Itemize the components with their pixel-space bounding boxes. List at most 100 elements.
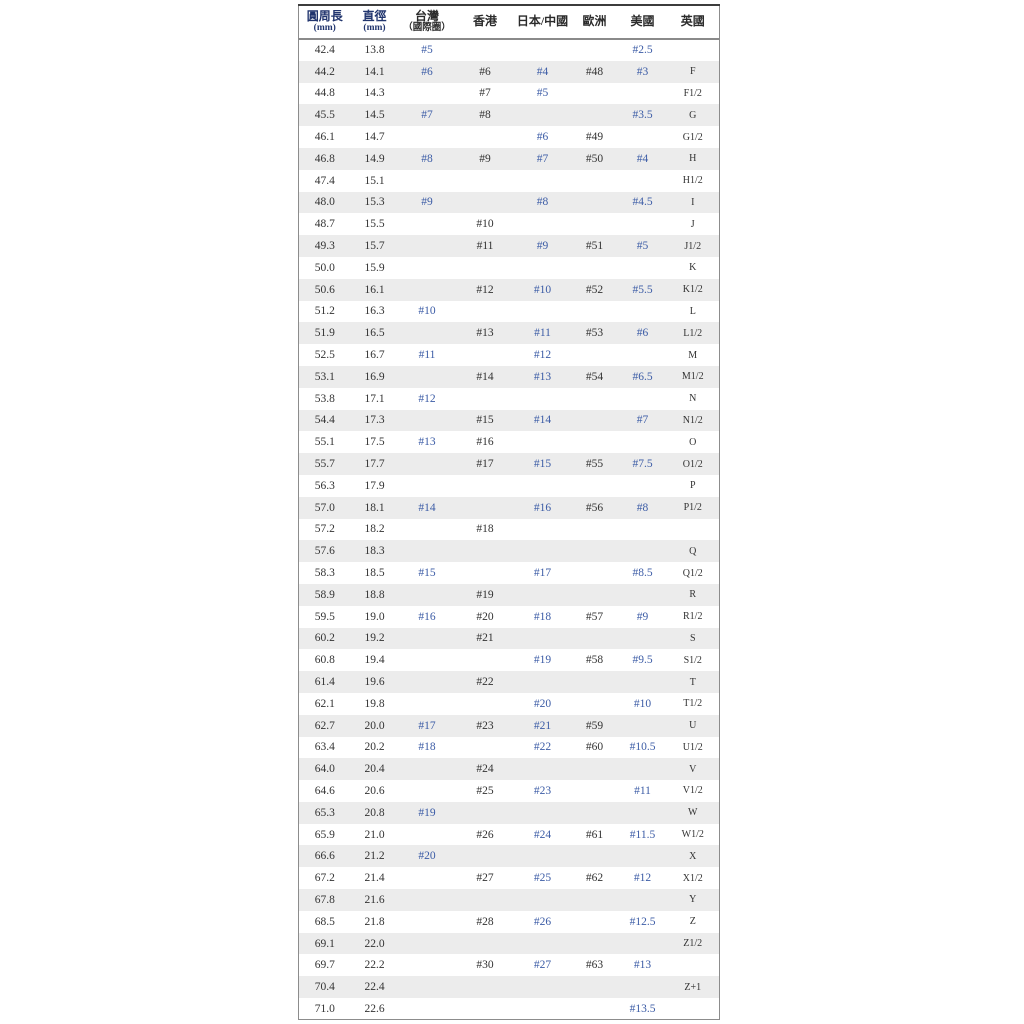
cell-uk: N1/2	[682, 414, 703, 426]
cell-europe	[571, 780, 619, 802]
cell-hongkong	[456, 301, 515, 323]
column-header-label: 圓周長	[306, 9, 343, 24]
cell-diameter: 20.0	[364, 719, 385, 732]
table-row: 68.5 21.8 #28 #26 #12.5 Z	[298, 910, 720, 933]
cell-europe: #60	[585, 741, 604, 754]
cell-japan-china	[515, 802, 571, 824]
cell-europe: #57	[585, 610, 604, 623]
cell-usa	[619, 126, 667, 148]
cell-diameter: 21.0	[364, 828, 385, 841]
cell-japan-china: #21	[533, 719, 552, 732]
column-header-label: 歐洲	[582, 14, 607, 29]
cell-circumference: 69.1	[314, 937, 335, 950]
cell-uk: H1/2	[682, 175, 703, 187]
cell-circumference: 56.3	[314, 479, 335, 492]
cell-circumference: 49.3	[314, 240, 335, 253]
cell-diameter: 19.2	[364, 632, 385, 645]
cell-diameter: 18.5	[364, 567, 385, 580]
cell-japan-china: #19	[533, 654, 552, 667]
cell-europe	[571, 998, 619, 1020]
cell-taiwan	[399, 257, 456, 279]
cell-diameter: 14.7	[364, 131, 385, 144]
table-row: 55.7 17.7 #17 #15 #55 #7.5 O1/2	[298, 453, 720, 475]
cell-circumference: 67.2	[314, 872, 335, 885]
cell-hongkong	[456, 170, 515, 192]
cell-usa: #12	[633, 872, 652, 885]
cell-europe: #56	[585, 501, 604, 514]
table-row: 57.0 18.1 #14 #16 #56 #8 P1/2	[298, 496, 720, 519]
cell-usa: #5.5	[632, 283, 653, 296]
cell-taiwan: #16	[418, 610, 436, 623]
cell-taiwan	[399, 758, 456, 780]
cell-hongkong: #25	[476, 784, 494, 797]
cell-japan-china	[515, 758, 571, 780]
cell-japan-china	[515, 628, 571, 650]
cell-taiwan	[399, 519, 456, 541]
table-row: 54.4 17.3 #15 #14 #7 N1/2	[298, 409, 720, 432]
table-row: 59.5 19.0 #16 #20 #18 #57 #9 R1/2	[298, 605, 720, 628]
cell-hongkong	[456, 976, 515, 998]
table-row: 50.6 16.1 #12 #10 #52 #5.5 K1/2	[298, 278, 720, 301]
cell-hongkong: #11	[476, 240, 494, 253]
cell-diameter: 15.1	[364, 174, 385, 187]
cell-taiwan	[399, 649, 456, 671]
cell-uk: R1/2	[683, 611, 703, 623]
cell-japan-china: #7	[536, 152, 549, 165]
cell-diameter: 20.4	[364, 763, 385, 776]
cell-uk: Q	[689, 545, 697, 557]
column-header-label: 美國	[630, 14, 655, 29]
cell-usa: #6.5	[632, 370, 653, 383]
cell-diameter: 14.9	[364, 152, 385, 165]
cell-usa	[619, 213, 667, 235]
cell-taiwan	[399, 235, 456, 257]
cell-hongkong: #22	[476, 676, 494, 688]
cell-usa	[619, 889, 667, 911]
cell-taiwan: #6	[421, 65, 433, 78]
cell-europe: #50	[585, 152, 604, 165]
cell-circumference: 53.8	[314, 392, 335, 405]
table-row: 65.9 21.0 #26 #24 #61 #11.5 W1/2	[298, 823, 720, 846]
cell-diameter: 18.8	[364, 588, 385, 601]
cell-uk: L1/2	[683, 327, 703, 339]
cell-hongkong	[456, 933, 515, 955]
cell-europe: #53	[585, 327, 604, 340]
table-row: 65.3 20.8 #19 W	[298, 801, 720, 824]
cell-japan-china: #16	[533, 501, 552, 514]
cell-hongkong	[456, 126, 515, 148]
cell-japan-china: #12	[533, 349, 552, 362]
cell-diameter: 17.1	[364, 392, 385, 405]
cell-diameter: 22.0	[364, 937, 385, 950]
cell-diameter: 19.0	[364, 610, 385, 623]
cell-japan-china: #26	[533, 915, 552, 928]
cell-europe	[571, 889, 619, 911]
cell-usa	[619, 301, 667, 323]
cell-hongkong: #10	[476, 218, 494, 231]
cell-hongkong	[456, 737, 515, 759]
cell-usa: #4	[636, 152, 649, 165]
table-row: 51.2 16.3 #10 L	[298, 300, 720, 323]
cell-europe: #51	[585, 240, 604, 253]
cell-usa	[619, 519, 667, 541]
cell-uk: T1/2	[683, 698, 703, 710]
cell-europe	[571, 911, 619, 933]
cell-europe: #58	[585, 654, 604, 667]
cell-europe	[571, 170, 619, 192]
cell-hongkong	[456, 693, 515, 715]
cell-hongkong: #7	[479, 87, 491, 100]
cell-hongkong: #30	[476, 959, 494, 972]
cell-europe	[571, 431, 619, 453]
cell-uk: P1/2	[683, 502, 702, 514]
column-header-uk: 英國	[666, 5, 720, 40]
cell-uk: U1/2	[682, 741, 703, 753]
cell-usa: #3	[636, 65, 649, 78]
cell-uk: S1/2	[683, 654, 702, 666]
cell-diameter: 18.2	[364, 523, 385, 536]
cell-diameter: 16.1	[364, 283, 385, 296]
cell-diameter: 21.8	[364, 915, 385, 928]
column-header-sublabel: (mm)	[363, 23, 386, 34]
cell-uk	[667, 39, 720, 61]
cell-japan-china: #10	[533, 283, 552, 296]
cell-hongkong: #6	[479, 65, 491, 78]
cell-europe	[571, 976, 619, 998]
cell-uk: K	[689, 262, 697, 274]
